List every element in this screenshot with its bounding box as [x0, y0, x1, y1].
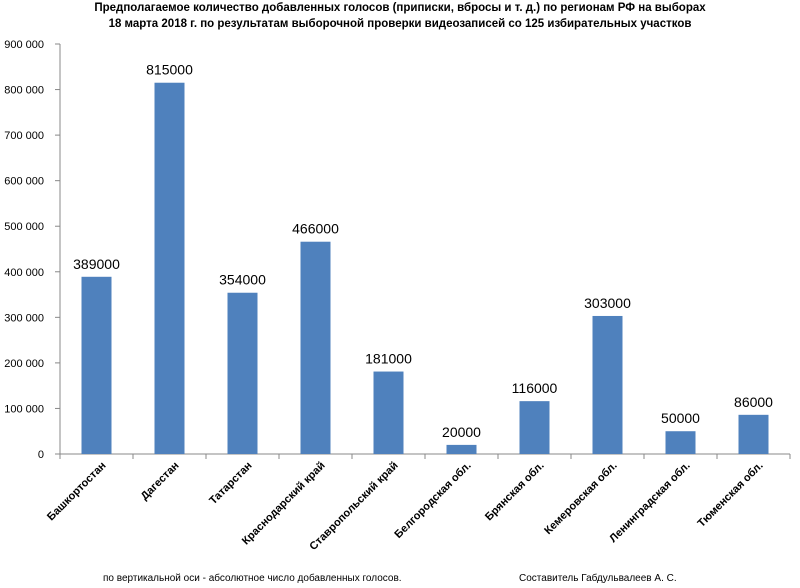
y-tick-label: 200 000 — [4, 358, 44, 370]
x-tick-label: Белгородская обл. — [392, 460, 473, 541]
y-tick-label: 700 000 — [4, 130, 44, 142]
y-tick-label: 600 000 — [4, 176, 44, 188]
chart-x-tick-labels: Башкортостан Дагестан ТатарстанКраснодарск… — [45, 460, 766, 553]
bar — [81, 276, 112, 454]
x-tick-label: Брянская обл. — [483, 460, 547, 524]
data-label: 50000 — [661, 410, 700, 426]
x-tick-label: Татарстан — [207, 460, 254, 507]
x-tick-label: Краснодарский край — [240, 460, 328, 548]
data-label: 815000 — [146, 62, 193, 78]
x-tick-label: Ленинградская обл. — [607, 460, 692, 545]
axis-note: по вертикальной оси - абсолютное число д… — [103, 573, 402, 584]
data-label: 86000 — [734, 394, 773, 410]
data-label: 389000 — [73, 256, 120, 272]
chart-y-tick-labels: 0 100 000 200 000 300 000 400 000 500 000 600 … — [4, 39, 44, 461]
data-label: 20000 — [442, 424, 481, 440]
bar — [154, 82, 185, 454]
bar — [592, 315, 623, 454]
chart-bars — [81, 82, 769, 454]
y-tick-label: 900 000 — [4, 39, 44, 51]
data-label: 466000 — [292, 221, 339, 237]
y-tick-label: 300 000 — [4, 312, 44, 324]
chart-title-block: Предполагаемое количество добавленных го… — [0, 0, 800, 32]
x-tick-label: Дагестан — [139, 460, 182, 503]
chart-subtitle: 18 марта 2018 г. по результатам выборочн… — [108, 18, 692, 30]
bar — [738, 414, 769, 454]
data-label: 116000 — [512, 380, 558, 396]
bar — [227, 292, 258, 454]
x-tick-label: Башкортостан — [45, 460, 109, 524]
bar — [373, 371, 404, 454]
data-label: 181000 — [365, 351, 412, 367]
y-tick-label: 0 — [38, 449, 44, 461]
chart-title: Предполагаемое количество добавленных го… — [94, 2, 706, 14]
data-label: 303000 — [584, 295, 631, 311]
x-tick-label: Тюменская обл. — [695, 460, 765, 530]
y-tick-label: 500 000 — [4, 221, 44, 233]
bar — [446, 444, 477, 454]
author-note: Составитель Габдульвалеев А. С. — [519, 573, 677, 584]
y-tick-label: 800 000 — [4, 85, 44, 97]
data-label: 354000 — [219, 272, 266, 288]
chart-data-labels: 389000 815000 354000 466000 181000 20000 11600… — [73, 62, 773, 440]
bar — [300, 241, 331, 454]
x-tick-label: Кемеровская обл. — [542, 460, 619, 537]
y-tick-label: 400 000 — [4, 267, 44, 279]
y-tick-label: 100 000 — [4, 403, 44, 415]
bar — [665, 431, 696, 454]
bar — [519, 401, 550, 454]
